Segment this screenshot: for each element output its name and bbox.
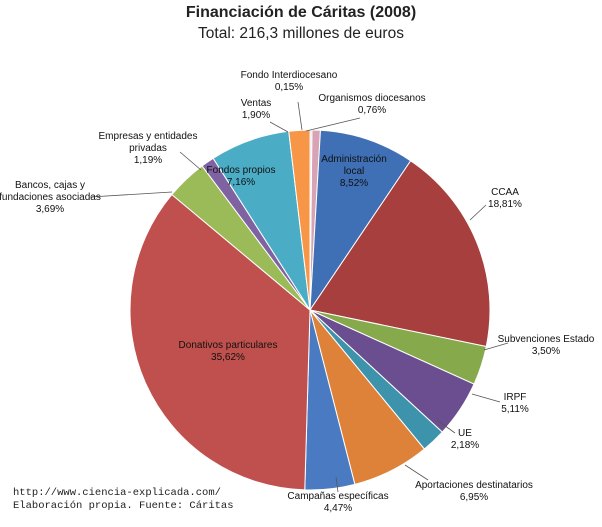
slice-name-label-administracion-local: Administración: [321, 154, 387, 165]
slice-value-label-bancos-cajas-y-fundaciones-asociadas: 3,69%: [36, 204, 64, 215]
leader-line-organismos-diocesanos: [305, 117, 361, 132]
pie-slices: [129, 129, 491, 491]
leader-line-ue: [436, 419, 456, 434]
pie-slice-donativos-particulares: [129, 193, 311, 491]
slice-name-label-subvenciones-estado: Subvenciones Estado: [498, 334, 595, 345]
slice-name-label-bancos-cajas-y-fundaciones-asociadas: fundaciones asociadas: [0, 192, 101, 203]
pie-slice-ccaa: [309, 160, 491, 348]
slice-value-label-ccaa: 18,81%: [488, 199, 522, 210]
slice-value-label-irpf: 5,11%: [501, 404, 529, 415]
slice-name-label-administracion-local: local: [344, 166, 365, 177]
slice-name-label-ventas: Ventas: [241, 98, 272, 109]
source-url: http://www.ciencia-explicada.com/: [13, 487, 221, 499]
leader-line-subvenciones-estado: [483, 342, 509, 351]
slice-value-label-subvenciones-estado: 3,50%: [532, 346, 560, 357]
leader-line-aportaciones-destinatarios: [404, 464, 429, 481]
leader-line-ventas: [269, 121, 289, 133]
chart-title: Financiación de Cáritas (2008): [185, 4, 417, 21]
chart-subtitle: Total: 216,3 millones de euros: [198, 25, 404, 42]
slice-name-label-ccaa: CCAA: [491, 187, 519, 198]
slice-value-label-administracion-local: 8,52%: [340, 178, 368, 189]
slice-value-label-donativos-particulares: 35,62%: [211, 352, 245, 363]
slice-value-label-empresas-y-entidades-privadas: 1,19%: [134, 155, 162, 166]
slice-value-label-ventas: 1,90%: [242, 110, 270, 121]
slice-value-label-organismos-diocesanos: 0,76%: [358, 105, 386, 116]
source-credit: Elaboración propia. Fuente: Cáritas: [13, 500, 234, 512]
slice-value-label-fondo-interdiocesano: 0,15%: [275, 82, 303, 93]
leader-line-ccaa: [469, 204, 487, 221]
slice-value-label-ue: 2,18%: [451, 440, 479, 451]
slice-name-label-fondo-interdiocesano: Fondo Interdiocesano: [241, 70, 338, 81]
slice-name-label-empresas-y-entidades-privadas: Empresas y entidades: [99, 131, 198, 142]
slice-value-label-aportaciones-destinatarios: 6,95%: [460, 492, 488, 503]
slice-name-label-bancos-cajas-y-fundaciones-asociadas: Bancos, cajas y: [15, 180, 85, 191]
leader-lines: [89, 101, 509, 493]
slice-name-label-fondos-propios: Fondos propios: [207, 165, 276, 176]
slice-name-label-ue: UE: [458, 428, 472, 439]
slice-name-label-empresas-y-entidades-privadas: privadas: [129, 143, 167, 154]
slice-name-label-irpf: IRPF: [504, 392, 527, 403]
slice-value-label-campanas-especificas: 4,47%: [324, 503, 352, 514]
leader-line-campanas-especificas: [335, 476, 339, 493]
slice-name-label-campanas-especificas: Campañas específicas: [287, 491, 388, 502]
leader-line-irpf: [471, 393, 501, 403]
leader-line-bancos-cajas-y-fundaciones-asociadas: [89, 191, 173, 198]
leader-line-empresas-y-entidades-privadas: [179, 151, 202, 171]
leader-line-fondo-interdiocesano: [297, 101, 303, 131]
pie-slice-administracion-local: [309, 129, 412, 312]
slice-name-label-donativos-particulares: Donativos particulares: [179, 340, 278, 351]
slice-name-label-aportaciones-destinatarios: Aportaciones destinatarios: [415, 480, 533, 491]
slice-value-label-fondos-propios: 7,16%: [227, 177, 255, 188]
slice-name-label-organismos-diocesanos: Organismos diocesanos: [318, 93, 425, 104]
